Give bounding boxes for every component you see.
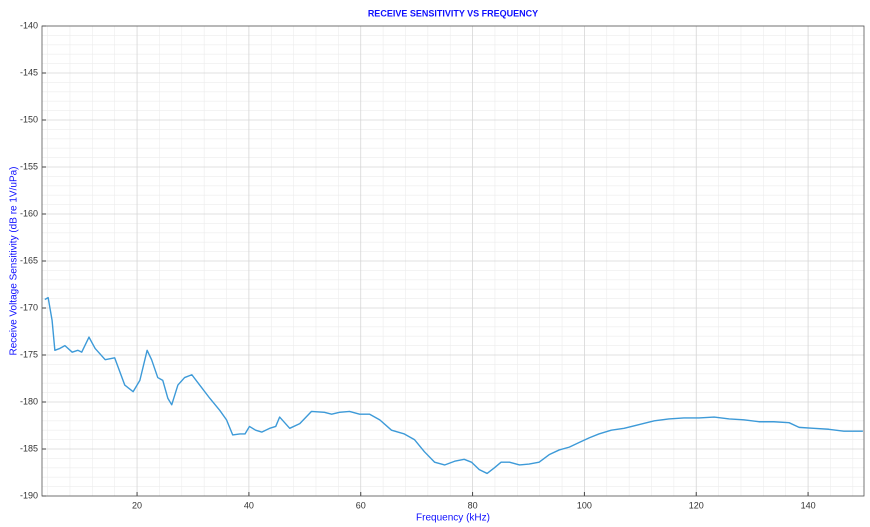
x-tick-label: 60 xyxy=(356,500,366,510)
x-tick-label: 100 xyxy=(577,500,592,510)
y-tick-label: -190 xyxy=(20,490,38,500)
y-tick-label: -185 xyxy=(20,443,38,453)
y-tick-label: -150 xyxy=(20,114,38,124)
marks xyxy=(44,296,863,475)
plot-frame xyxy=(41,25,865,497)
x-tick-label: 40 xyxy=(244,500,254,510)
x-tick-label: 20 xyxy=(132,500,142,510)
data-line xyxy=(44,296,863,475)
y-tick-label: -170 xyxy=(20,302,38,312)
y-tick-label: -145 xyxy=(20,67,38,77)
x-tick-label: 80 xyxy=(468,500,478,510)
y-tick-label: -175 xyxy=(20,349,38,359)
y-tick-label: -165 xyxy=(20,255,38,265)
x-tick-label: 140 xyxy=(801,500,816,510)
y-tick-label: -140 xyxy=(20,20,38,30)
grid: -190 -185 -180 -175 -170 -165 -160 -155 -150 -145… xyxy=(20,20,865,510)
y-tick-label: -180 xyxy=(20,396,38,406)
y-tick-label: -155 xyxy=(20,161,38,171)
chart-title: RECEIVE SENSITIVITY VS FREQUENCY xyxy=(368,8,538,18)
y-axis-label: Receive Voltage Sensitivity (dB re 1V/uP… xyxy=(9,167,20,356)
y-tick-label: -160 xyxy=(20,208,38,218)
x-tick-label: 120 xyxy=(689,500,704,510)
x-axis-label: Frequency (kHz) xyxy=(416,513,490,524)
